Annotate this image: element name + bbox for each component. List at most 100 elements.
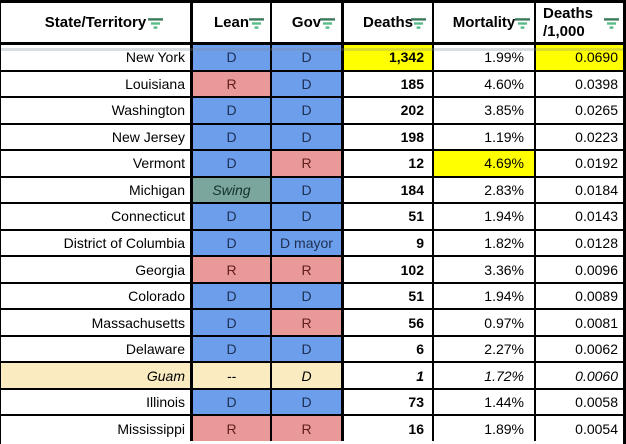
cell-lean[interactable]: Swing <box>193 177 272 203</box>
cell-per-1000[interactable]: 0.0184 <box>575 181 618 198</box>
cell-lean[interactable]: D <box>193 310 272 335</box>
cell-per-1000[interactable]: 0.0062 <box>575 341 618 358</box>
cell-mortality[interactable]: 4.69% <box>434 151 536 176</box>
cell-lean[interactable]: R <box>193 416 272 441</box>
header-cell-lean[interactable]: Lean <box>193 3 272 42</box>
cell-deaths[interactable]: 198 <box>344 124 434 150</box>
cell-per-1000[interactable]: 0.0054 <box>575 420 618 437</box>
cell-mortality[interactable]: 1.94% <box>434 283 536 309</box>
cell-deaths[interactable]: 1 <box>344 363 434 388</box>
cell-gov[interactable]: D <box>272 177 344 203</box>
cell-gov[interactable]: D <box>272 71 344 97</box>
cell-per-1000[interactable]: 0.0060 <box>575 367 618 384</box>
cell-deaths[interactable]: 16 <box>344 416 434 441</box>
cell-state[interactable]: Georgia <box>1 257 193 282</box>
cell-state[interactable]: Colorado <box>1 283 193 309</box>
filter-icon[interactable] <box>410 17 427 30</box>
cell-state[interactable]: Connecticut <box>1 204 193 229</box>
filter-icon[interactable] <box>248 17 265 30</box>
cell-lean[interactable]: D <box>193 389 272 415</box>
cell-gov[interactable]: D <box>272 389 344 415</box>
cell-mortality[interactable]: 1.82% <box>434 230 536 256</box>
cell-lean[interactable]: D <box>193 336 272 362</box>
cell-deaths[interactable]: 9 <box>344 230 434 256</box>
filter-icon[interactable] <box>147 17 164 30</box>
cell-deaths[interactable]: 184 <box>344 177 434 203</box>
cell-state[interactable]: Illinois <box>1 389 193 415</box>
filter-icon[interactable] <box>319 17 336 30</box>
cell-state[interactable]: Vermont <box>1 151 193 176</box>
cell-deaths[interactable]: 56 <box>344 310 434 335</box>
cell-state[interactable]: Guam <box>1 363 193 388</box>
cell-lean[interactable]: R <box>193 257 272 282</box>
cell-gov[interactable]: D mayor <box>272 230 344 256</box>
cell-gov[interactable]: D <box>272 204 344 229</box>
cell-deaths[interactable]: 1,342 <box>344 45 434 70</box>
cell-per-1000[interactable]: 0.0089 <box>575 288 618 305</box>
cell-deaths[interactable]: 202 <box>344 98 434 123</box>
cell-per-1000[interactable]: 0.0398 <box>575 75 618 92</box>
cell-lean[interactable]: D <box>193 283 272 309</box>
cell-gov[interactable]: D <box>272 283 344 309</box>
cell-state[interactable]: New Jersey <box>1 124 193 150</box>
cell-lean[interactable]: R <box>193 71 272 97</box>
cell-per-1000[interactable]: 0.0096 <box>575 261 618 278</box>
cell-deaths[interactable]: 6 <box>344 336 434 362</box>
cell-mortality[interactable]: 3.36% <box>434 257 536 282</box>
cell-lean[interactable]: D <box>193 204 272 229</box>
cell-mortality[interactable]: 0.97% <box>434 310 536 335</box>
cell-mortality[interactable]: 3.85% <box>434 98 536 123</box>
cell-mortality[interactable]: 1.89% <box>434 416 536 441</box>
cell-state[interactable]: Massachusetts <box>1 310 193 335</box>
cell-gov[interactable]: D <box>272 363 344 388</box>
cell-per-1000[interactable]: 0.0058 <box>575 394 618 411</box>
cell-state[interactable]: Louisiana <box>1 71 193 97</box>
cell-mortality[interactable]: 1.94% <box>434 204 536 229</box>
cell-lean[interactable]: D <box>193 45 272 70</box>
cell-state[interactable]: Mississippi <box>1 416 193 441</box>
cell-lean[interactable]: D <box>193 230 272 256</box>
cell-deaths[interactable]: 51 <box>344 204 434 229</box>
cell-state[interactable]: Washington <box>1 98 193 123</box>
cell-mortality[interactable]: 4.60% <box>434 71 536 97</box>
cell-state[interactable]: New York <box>1 45 193 70</box>
filter-icon[interactable] <box>514 17 531 30</box>
cell-state[interactable]: Michigan <box>1 177 193 203</box>
cell-per-1000[interactable]: 0.0265 <box>575 102 618 119</box>
cell-per-1000[interactable]: 0.0143 <box>575 208 618 225</box>
cell-deaths[interactable]: 51 <box>344 283 434 309</box>
cell-lean[interactable]: -- <box>193 363 272 388</box>
header-cell-mortality[interactable]: Mortality <box>434 3 536 42</box>
cell-per-1000[interactable]: 0.0081 <box>575 314 618 331</box>
cell-mortality[interactable]: 1.44% <box>434 389 536 415</box>
cell-deaths[interactable]: 102 <box>344 257 434 282</box>
cell-mortality[interactable]: 2.83% <box>434 177 536 203</box>
cell-mortality[interactable]: 1.19% <box>434 124 536 150</box>
cell-gov[interactable]: D <box>272 336 344 362</box>
filter-icon[interactable] <box>603 17 620 30</box>
cell-lean[interactable]: D <box>193 124 272 150</box>
cell-per-1000[interactable]: 0.0223 <box>575 128 618 145</box>
cell-deaths[interactable]: 73 <box>344 389 434 415</box>
cell-gov[interactable]: D <box>272 124 344 150</box>
cell-lean[interactable]: D <box>193 98 272 123</box>
cell-state[interactable]: District of Columbia <box>1 230 193 256</box>
cell-per-1000[interactable]: 0.0690 <box>536 45 623 70</box>
cell-lean[interactable]: D <box>193 151 272 176</box>
header-cell-gov[interactable]: Gov <box>272 3 344 42</box>
cell-mortality[interactable]: 1.99% <box>434 45 536 70</box>
cell-per-1000[interactable]: 0.0128 <box>575 234 618 251</box>
cell-gov[interactable]: D <box>272 45 344 70</box>
cell-mortality[interactable]: 2.27% <box>434 336 536 362</box>
cell-gov[interactable]: R <box>272 151 344 176</box>
header-cell-state-territory[interactable]: State/Territory <box>1 3 193 42</box>
cell-deaths[interactable]: 12 <box>344 151 434 176</box>
cell-per-1000[interactable]: 0.0192 <box>575 155 618 172</box>
cell-gov[interactable]: D <box>272 98 344 123</box>
cell-gov[interactable]: R <box>272 257 344 282</box>
header-cell-deaths[interactable]: Deaths <box>344 3 434 42</box>
cell-state[interactable]: Delaware <box>1 336 193 362</box>
cell-mortality[interactable]: 1.72% <box>434 363 536 388</box>
cell-gov[interactable]: R <box>272 310 344 335</box>
cell-deaths[interactable]: 185 <box>344 71 434 97</box>
